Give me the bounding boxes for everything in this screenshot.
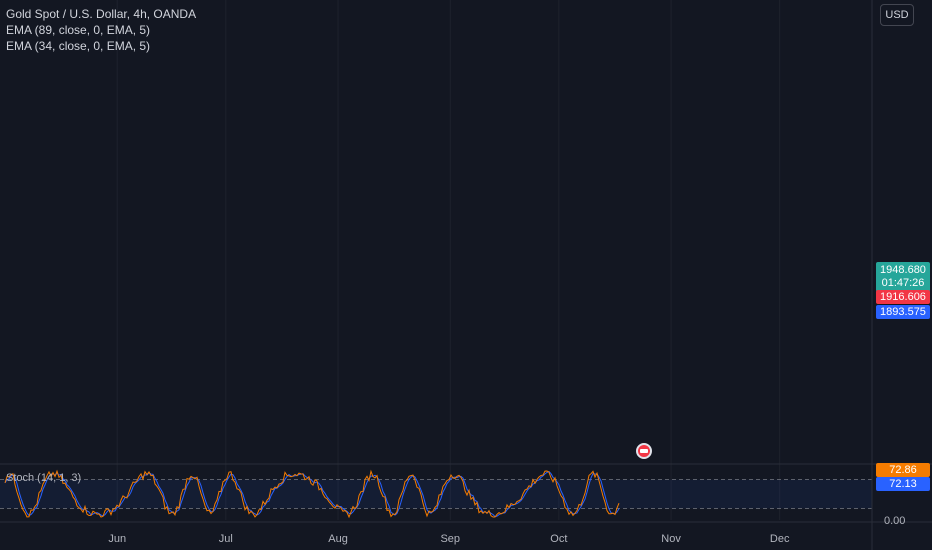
- price-axis[interactable]: 2280.0002240.0002200.0002160.0002120.000…: [871, 0, 930, 550]
- x-tick-label: Dec: [770, 533, 790, 545]
- stoch-legend: Stoch (14, 1, 3): [6, 472, 82, 484]
- last-price-tag: 1948.680 01:47:26: [876, 262, 930, 292]
- ema34-legend: EMA (34, close, 0, EMA, 5): [6, 39, 151, 53]
- stoch-axis-label: 0.00: [884, 515, 905, 527]
- stoch-d-tag: 72.13: [876, 477, 930, 491]
- ema89-price-tag: 1893.575: [876, 305, 930, 319]
- x-tick-label: Jul: [219, 533, 233, 545]
- chart-legend: Gold Spot / U.S. Dollar, 4h, OANDA EMA (…: [6, 6, 196, 54]
- time-axis[interactable]: Jun Jul Aug Sep Oct Nov Dec: [108, 533, 790, 545]
- currency-button[interactable]: USD: [880, 4, 914, 26]
- x-tick-label: Oct: [550, 533, 567, 545]
- stochastic-pane: 0.00: [0, 463, 932, 527]
- ema34-price-tag: 1916.606: [876, 290, 930, 304]
- ema89-legend: EMA (89, close, 0, EMA, 5): [6, 23, 151, 37]
- x-tick-label: Aug: [328, 533, 348, 545]
- stoch-k-line: [4, 469, 620, 519]
- x-tick-label: Sep: [440, 533, 460, 545]
- x-tick-label: Nov: [661, 533, 681, 545]
- x-tick-label: Jun: [108, 533, 126, 545]
- us-event-flag-icon[interactable]: [636, 443, 652, 459]
- stoch-k-tag: 72.86: [876, 463, 930, 477]
- chart-grid: [116, 0, 781, 520]
- bar-countdown: 01:47:26: [881, 277, 925, 289]
- chart-title: Gold Spot / U.S. Dollar, 4h, OANDA: [6, 7, 197, 21]
- last-price-value: 1948.680: [880, 264, 926, 276]
- stoch-band: [0, 479, 872, 509]
- stoch-d-line: [4, 470, 620, 518]
